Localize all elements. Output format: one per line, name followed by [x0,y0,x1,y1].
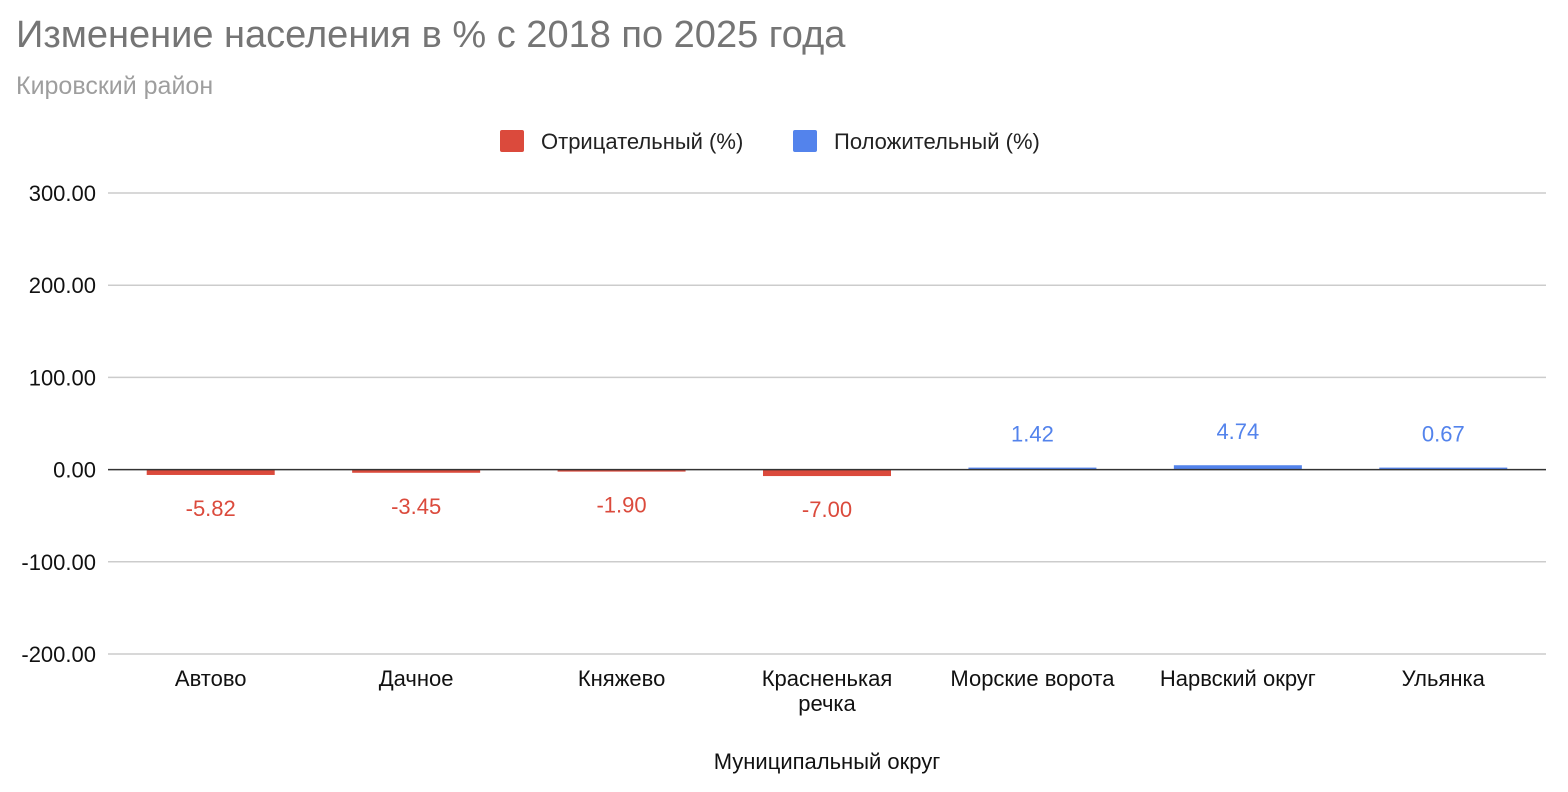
x-tick-label: Автово [175,666,247,691]
data-label: -5.82 [186,496,236,521]
bar-negative-1 [146,469,275,475]
legend-label-1: Отрицательный (%) [541,129,743,154]
data-label: -7.00 [802,497,852,522]
legend-label-2: Положительный (%) [834,129,1040,154]
x-tick-label: речка [798,691,856,716]
chart-subtitle: Кировский район [16,72,214,100]
bar-negative-2 [352,469,481,473]
x-tick-label: Морские ворота [950,666,1115,691]
data-label: 1.42 [1011,422,1054,447]
bar-positive-7 [1379,467,1508,470]
bar-positive-5 [968,467,1097,470]
y-tick-label: -200.00 [21,642,96,667]
y-tick-label: 200.00 [29,273,96,298]
data-label: 0.67 [1422,422,1465,447]
legend-swatch-1 [500,130,524,152]
x-tick-label: Княжево [578,666,666,691]
y-tick-label: 300.00 [29,181,96,206]
y-tick-label: 0.00 [53,458,96,483]
legend-swatch-2 [793,130,817,152]
chart-title: Изменение населения в % с 2018 по 2025 г… [16,14,846,56]
x-tick-label: Красненькая [762,666,893,691]
x-tick-label: Нарвский округ [1160,666,1316,691]
bar-positive-6 [1173,465,1302,470]
data-label: -1.90 [596,493,646,518]
data-label: 4.74 [1216,419,1259,444]
x-axis-title: Муниципальный округ [714,749,941,774]
y-tick-label: -100.00 [21,550,96,575]
x-tick-label: Ульянка [1402,666,1486,691]
x-tick-label: Дачное [379,666,454,691]
y-tick-label: 100.00 [29,365,96,390]
bar-negative-3 [557,469,686,472]
bar-negative-4 [763,469,891,477]
data-label: -3.45 [391,494,441,519]
